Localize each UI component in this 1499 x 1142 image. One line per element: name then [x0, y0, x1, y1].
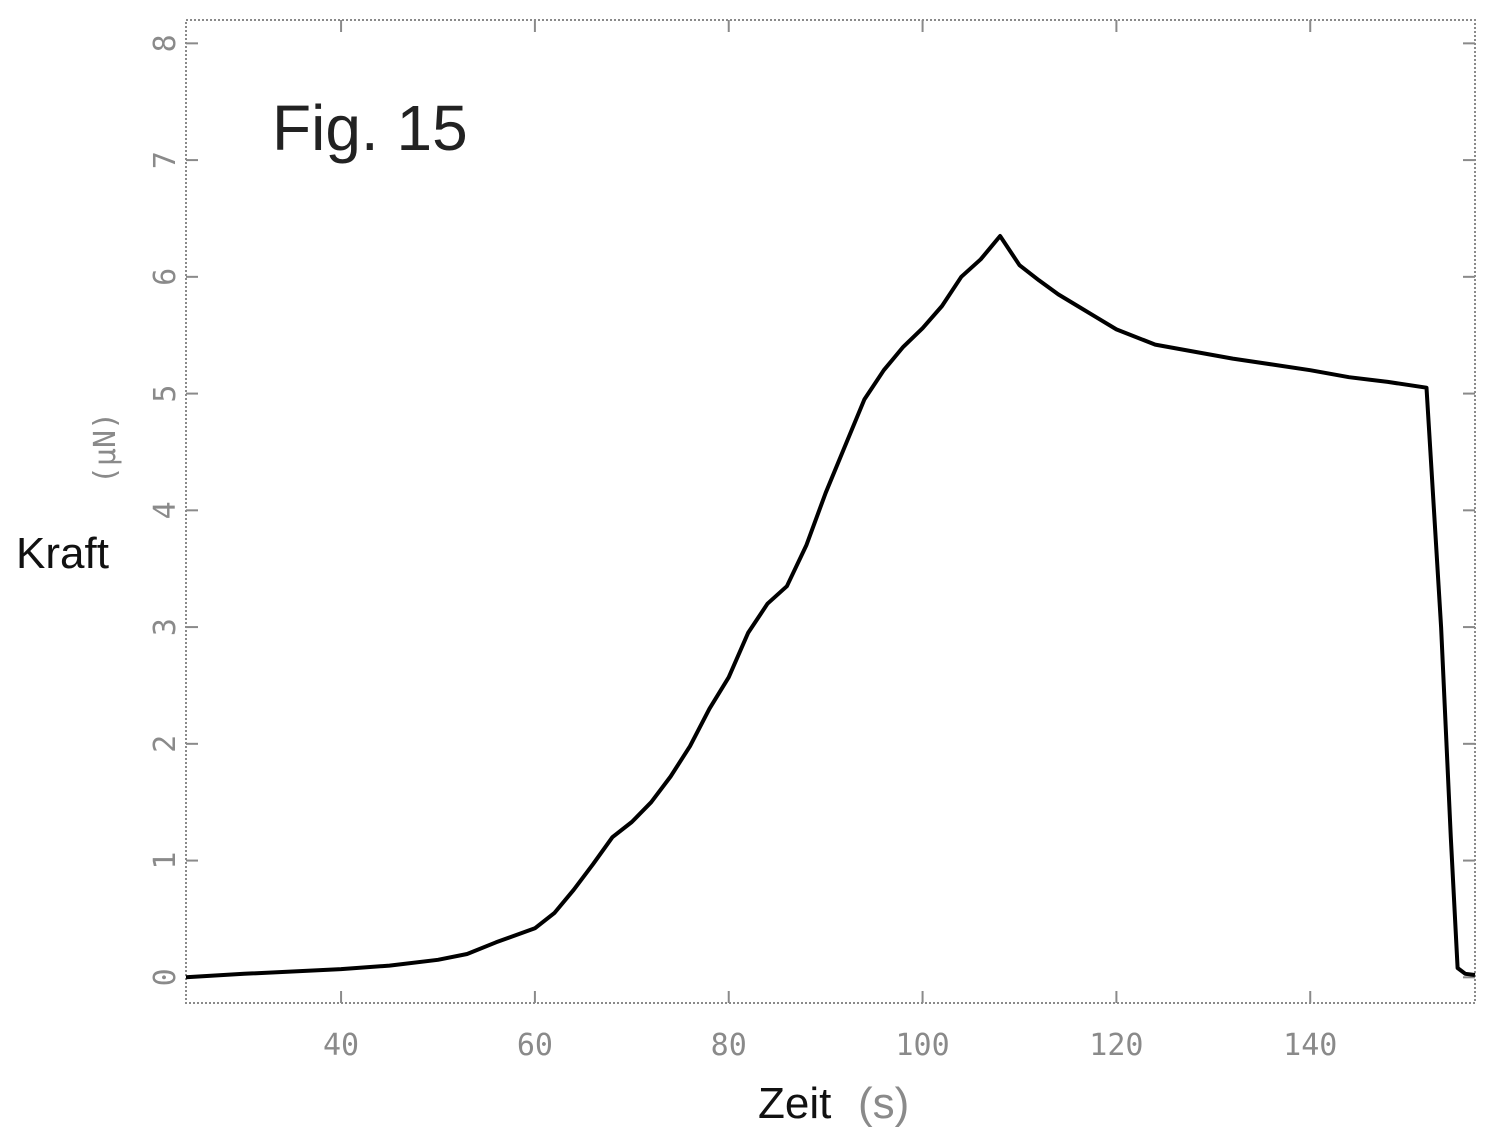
x-axis-unit: (s)	[858, 1079, 909, 1128]
y-axis-unit: (μN)	[88, 412, 123, 484]
y-axis-title: Kraft	[16, 529, 109, 578]
x-tick-label: 60	[517, 1028, 553, 1063]
y-tick-label: 1	[148, 852, 183, 870]
y-tick-label: 6	[148, 268, 183, 286]
plot-frame	[185, 19, 1476, 1004]
x-tick-label: 140	[1283, 1028, 1337, 1063]
x-tick-label: 120	[1089, 1028, 1143, 1063]
y-tick-label: 7	[148, 151, 183, 169]
series-line-0	[185, 234, 1476, 980]
figure-label: Fig. 15	[272, 92, 468, 164]
tick-labels-layer: 40 60 80 100 120 140 0 1 2 3 4 5 6 7 8	[148, 34, 1337, 1063]
x-tick-label: 100	[895, 1028, 949, 1063]
y-tick-label: 3	[148, 618, 183, 636]
ticks-layer	[186, 20, 1475, 1003]
x-tick-label: 80	[711, 1028, 747, 1063]
y-tick-label: 5	[148, 385, 183, 403]
x-axis-title: Zeit	[758, 1079, 831, 1128]
y-tick-label: 4	[148, 501, 183, 519]
y-tick-label: 0	[148, 968, 183, 986]
series-layer	[185, 234, 1476, 980]
x-tick-label: 40	[323, 1028, 359, 1063]
y-tick-label: 8	[148, 34, 183, 52]
y-tick-label: 2	[148, 735, 183, 753]
